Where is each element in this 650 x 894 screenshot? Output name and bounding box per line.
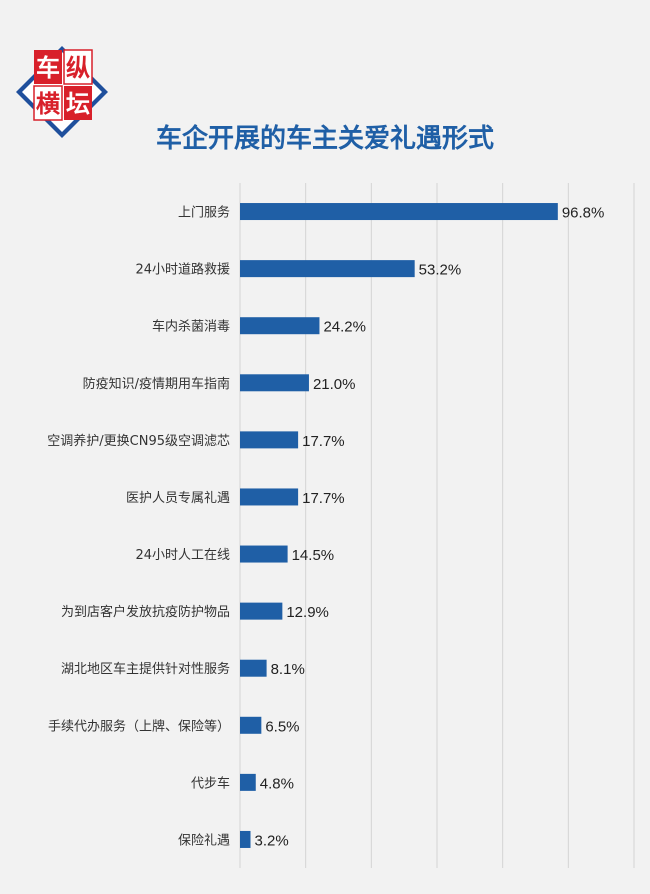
logo-tile-1 bbox=[34, 50, 62, 84]
bar bbox=[240, 545, 288, 563]
value-label: 24.2% bbox=[323, 319, 366, 336]
value-label: 96.8% bbox=[562, 205, 605, 222]
category-label: 上门服务 bbox=[178, 205, 230, 221]
category-label: 24小时人工在线 bbox=[135, 548, 230, 563]
bar bbox=[240, 260, 415, 278]
category-label: 防疫知识/疫情期用车指南 bbox=[83, 376, 230, 392]
logo-tile-3 bbox=[33, 85, 63, 121]
chart-title: 车企开展的车主关爱礼遇形式 bbox=[155, 124, 494, 154]
bar bbox=[240, 317, 320, 335]
category-label: 车内杀菌消毒 bbox=[152, 319, 230, 335]
logo-tile-2 bbox=[63, 49, 93, 85]
category-label: 空调养护/更换CN95级空调滤芯 bbox=[47, 433, 230, 449]
value-label: 6.5% bbox=[265, 718, 299, 735]
category-label: 代步车 bbox=[191, 775, 230, 791]
value-label: 14.5% bbox=[292, 547, 335, 564]
category-label: 为到店客户发放抗疫防护物品 bbox=[61, 604, 230, 620]
category-label: 医护人员专属礼遇 bbox=[126, 490, 230, 506]
value-label: 12.9% bbox=[286, 604, 329, 621]
value-label: 8.1% bbox=[271, 661, 305, 678]
bar bbox=[240, 203, 558, 221]
bar bbox=[240, 659, 267, 677]
logo-char-2: 纵 bbox=[66, 54, 90, 82]
category-label: 湖北地区车主提供针对性服务 bbox=[61, 661, 230, 677]
logo-tile-4 bbox=[64, 86, 92, 120]
category-label: 24小时道路救援 bbox=[135, 262, 230, 278]
bar bbox=[240, 716, 262, 734]
value-label: 3.2% bbox=[255, 832, 289, 849]
logo-char-1: 车 bbox=[36, 54, 60, 82]
logo-char-3: 横 bbox=[36, 90, 61, 118]
bar bbox=[240, 374, 309, 392]
bar bbox=[240, 431, 299, 449]
bar bbox=[240, 602, 283, 620]
chart-gridlines bbox=[239, 183, 635, 868]
bar bbox=[240, 773, 256, 791]
value-label: 4.8% bbox=[260, 775, 294, 792]
brand-logo: 车 纵 横 坛 bbox=[16, 46, 108, 138]
chart-bars: 上门服务 96.8% 24小时道路救援 53.2% 车内杀菌消毒 24.2% 防疫知识/疫情… bbox=[47, 203, 604, 849]
value-label: 53.2% bbox=[419, 262, 462, 279]
logo-char-4: 坛 bbox=[66, 90, 90, 118]
value-label: 17.7% bbox=[302, 490, 345, 507]
category-label: 保险礼遇 bbox=[178, 832, 230, 848]
value-label: 17.7% bbox=[302, 433, 345, 450]
category-label: 手续代办服务（上牌、保险等） bbox=[48, 718, 230, 734]
value-label: 21.0% bbox=[313, 376, 356, 393]
bar bbox=[240, 830, 251, 848]
bar bbox=[240, 488, 299, 506]
